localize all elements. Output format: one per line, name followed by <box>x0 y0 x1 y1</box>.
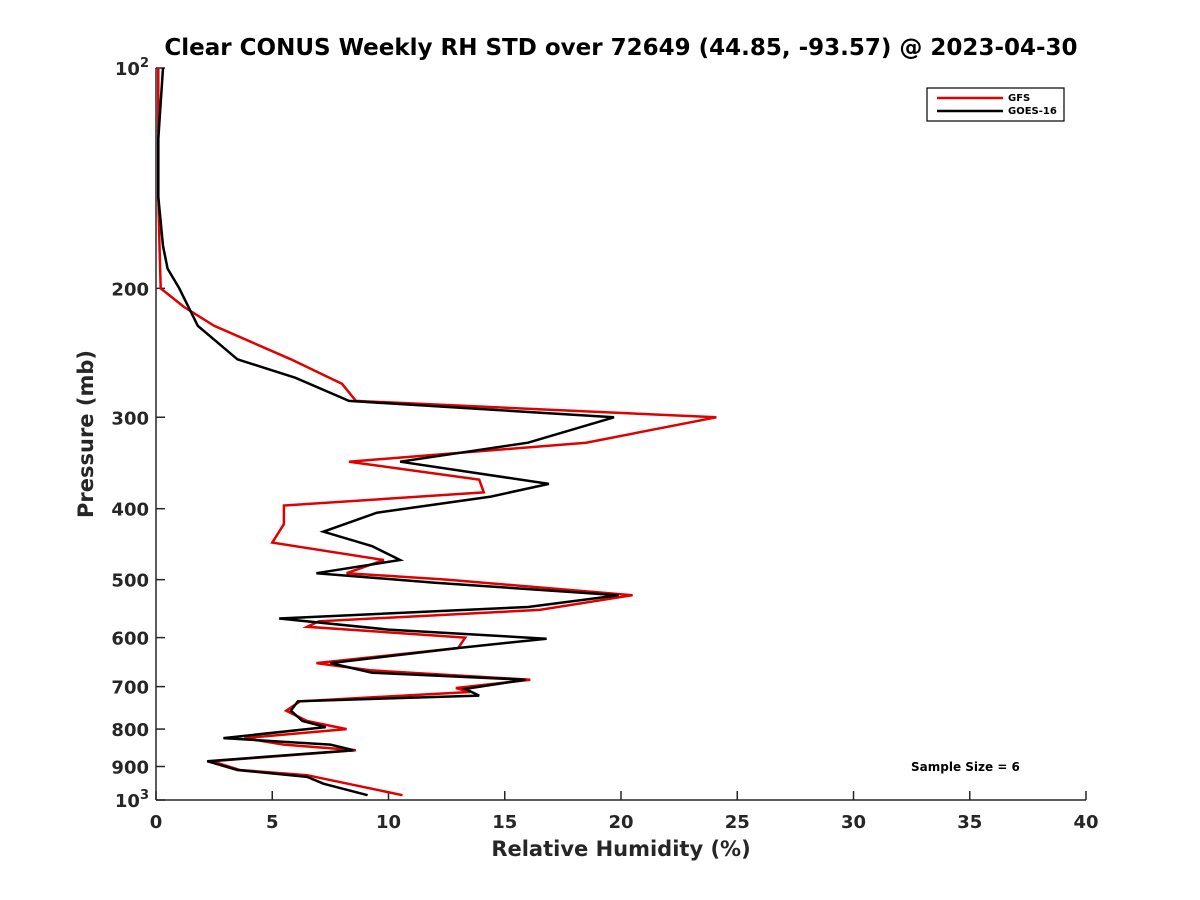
legend: GFS GOES-16 <box>926 87 1065 122</box>
series-line-goes-16 <box>157 67 619 797</box>
y-tick-label: 900 <box>111 758 149 779</box>
x-tick-label: 5 <box>266 812 279 833</box>
x-tick-label: 35 <box>957 812 982 833</box>
y-tick-label: 103 <box>115 788 149 812</box>
y-tick-label: 500 <box>111 571 149 592</box>
y-tick-label: 200 <box>111 279 149 300</box>
x-axis-ticks: 0 5 10 15 20 25 30 35 40 <box>150 791 1099 833</box>
series-layer <box>157 67 717 797</box>
legend-box <box>926 87 1065 122</box>
x-tick-label: 10 <box>376 812 401 833</box>
y-axis-ticks: 102 200 300 400 500 600 700 800 900 103 <box>111 56 165 812</box>
x-tick-label: 20 <box>608 812 633 833</box>
x-tick-label: 40 <box>1073 812 1098 833</box>
x-tick-label: 15 <box>492 812 517 833</box>
x-tick-label: 30 <box>841 812 866 833</box>
y-tick-label: 700 <box>111 678 149 699</box>
y-tick-label: 400 <box>111 500 149 521</box>
sample-size-annotation: Sample Size = 6 <box>911 760 1020 774</box>
x-tick-label: 0 <box>150 812 163 833</box>
legend-label-goes16: GOES-16 <box>1008 106 1057 117</box>
y-tick-label: 600 <box>111 629 149 650</box>
legend-label-gfs: GFS <box>1008 93 1030 104</box>
y-tick-label: 300 <box>111 408 149 429</box>
x-axis-label: Relative Humidity (%) <box>491 837 750 861</box>
y-axis-label: Pressure (mb) <box>74 350 98 518</box>
y-tick-label: 102 <box>115 56 149 80</box>
series-line-gfs <box>157 68 717 797</box>
x-tick-label: 25 <box>725 812 750 833</box>
y-tick-label: 800 <box>111 720 149 741</box>
chart-title: Clear CONUS Weekly RH STD over 72649 (44… <box>164 35 1077 61</box>
plot-area <box>156 68 1086 800</box>
